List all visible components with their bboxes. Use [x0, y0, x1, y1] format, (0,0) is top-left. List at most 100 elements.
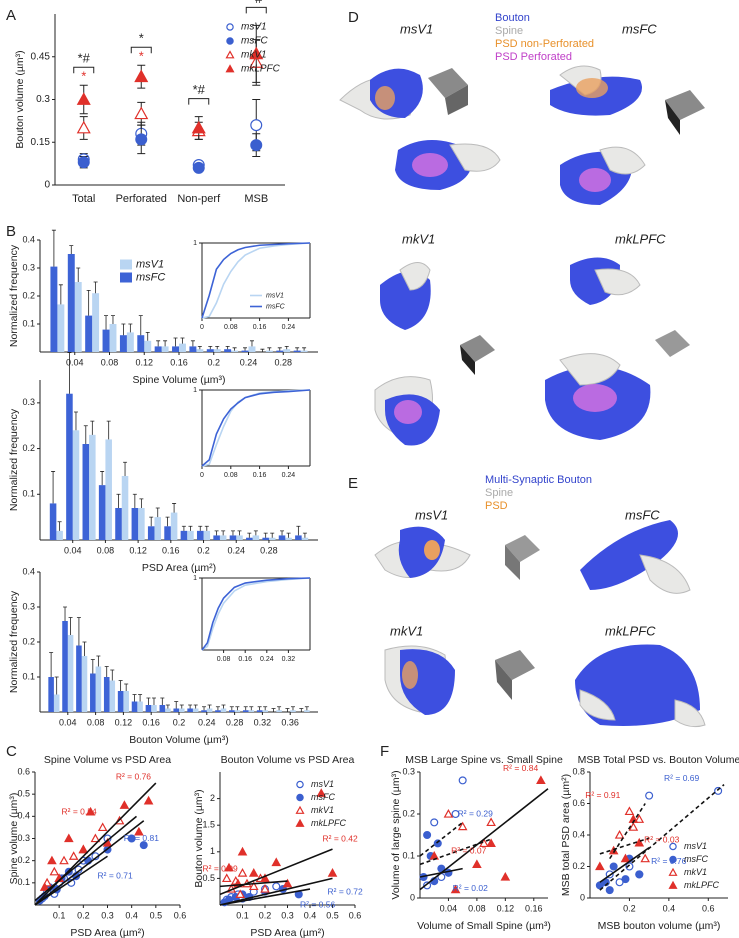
data-point	[451, 809, 460, 819]
legend-marker	[669, 842, 677, 851]
legend-marker	[668, 867, 678, 876]
error-bar	[73, 411, 78, 431]
bracket	[130, 46, 152, 54]
fit-line	[599, 837, 650, 855]
legend-marker	[226, 23, 234, 31]
bar	[137, 335, 145, 352]
data-point	[595, 861, 605, 871]
bar	[85, 315, 93, 352]
y-tick-label: 0.2	[17, 855, 30, 865]
x-tick-label: 0.04	[440, 903, 458, 913]
fit-line	[219, 848, 333, 896]
error-bar	[121, 323, 126, 336]
error-bar	[132, 493, 137, 508]
data-point	[127, 834, 136, 843]
error-bar	[76, 267, 81, 282]
fit-label: R² = 0.81	[124, 833, 159, 843]
scale-cube	[505, 545, 520, 580]
error-bar	[296, 525, 301, 536]
line	[201, 242, 311, 319]
x-tick-label: MSB	[244, 193, 268, 205]
y-axis-label: Spine volume (µm³)	[8, 793, 20, 885]
x-tick-label: 0.4	[304, 910, 317, 920]
legend-marker	[296, 780, 304, 789]
error-bar	[280, 530, 285, 536]
data-point	[85, 806, 96, 816]
y-tick-label: 1	[210, 846, 215, 856]
x-tick-label: 0.24	[227, 545, 245, 555]
bar	[170, 512, 178, 540]
data-point	[282, 878, 293, 888]
legend-text: msFC	[684, 854, 708, 864]
fit-label: R² = 0.91	[585, 790, 620, 800]
x-tick-label: 0.24	[282, 324, 296, 331]
panel-label: D	[348, 9, 359, 26]
panel-label: C	[6, 743, 17, 760]
data-point	[191, 120, 206, 134]
error-bar	[63, 606, 68, 621]
bar	[49, 503, 57, 540]
data-point	[423, 881, 432, 890]
error-bar	[235, 706, 240, 711]
y-tick-label: 0.3	[402, 766, 415, 776]
psd-render	[424, 540, 440, 560]
data-point	[486, 817, 496, 827]
spine-render	[399, 262, 431, 291]
error-bar	[93, 281, 98, 294]
error-bar	[116, 493, 121, 508]
y-tick-label: 0.8	[572, 766, 585, 776]
x-tick-label: 0.24	[282, 472, 296, 479]
bar	[262, 537, 269, 540]
fit-label: R² = 0.09	[203, 863, 238, 873]
data-point	[76, 120, 91, 134]
y-tick-label: 2	[210, 793, 215, 803]
bar	[192, 708, 199, 712]
error-bar	[139, 498, 144, 508]
bar	[105, 439, 112, 540]
data-point	[250, 119, 263, 132]
error-bar	[295, 347, 300, 351]
bar	[213, 349, 221, 352]
bar	[290, 710, 296, 712]
x-tick-label: 0.32	[254, 717, 272, 727]
error-bar	[172, 503, 177, 513]
error-bar	[104, 666, 109, 677]
bar	[67, 254, 75, 352]
bar	[131, 508, 139, 540]
error-bar	[57, 521, 62, 531]
group-label: mkV1	[390, 623, 423, 638]
bar	[252, 535, 260, 540]
x-tick-label: 0.5	[326, 910, 339, 920]
bar	[137, 701, 143, 712]
x-tick-label: 0.2	[623, 903, 636, 913]
data-point	[458, 776, 467, 785]
fit-line	[219, 880, 288, 888]
scale-cube	[460, 345, 475, 375]
psd-render	[394, 400, 422, 424]
bar	[98, 485, 106, 540]
error-bar	[299, 708, 304, 712]
bar	[248, 710, 255, 712]
legend-text: PSD Perforated	[495, 51, 572, 63]
bar	[215, 710, 221, 712]
error-bar	[67, 352, 72, 394]
bar	[256, 710, 263, 712]
y-tick-label: 0.4	[22, 234, 35, 244]
panel-label: B	[6, 223, 16, 240]
data-point	[76, 92, 91, 105]
fit-line	[34, 855, 108, 906]
error-bar	[277, 706, 282, 711]
legend-text: msFC	[311, 792, 335, 802]
legend-marker	[226, 37, 234, 45]
error-bar	[243, 706, 248, 711]
bar	[147, 526, 155, 540]
x-axis-label: Volume of Small Spine (µm³)	[417, 920, 551, 932]
data-point	[316, 788, 327, 797]
error-bar	[128, 323, 133, 333]
error-bar	[54, 676, 59, 695]
data-point	[327, 868, 338, 877]
y-tick-label: 0.3	[17, 833, 30, 843]
y-tick-label: 0.2	[402, 808, 415, 818]
x-tick-label: Perforated	[116, 193, 167, 205]
x-axis-label: Bouton Volume (µm³)	[129, 734, 228, 746]
